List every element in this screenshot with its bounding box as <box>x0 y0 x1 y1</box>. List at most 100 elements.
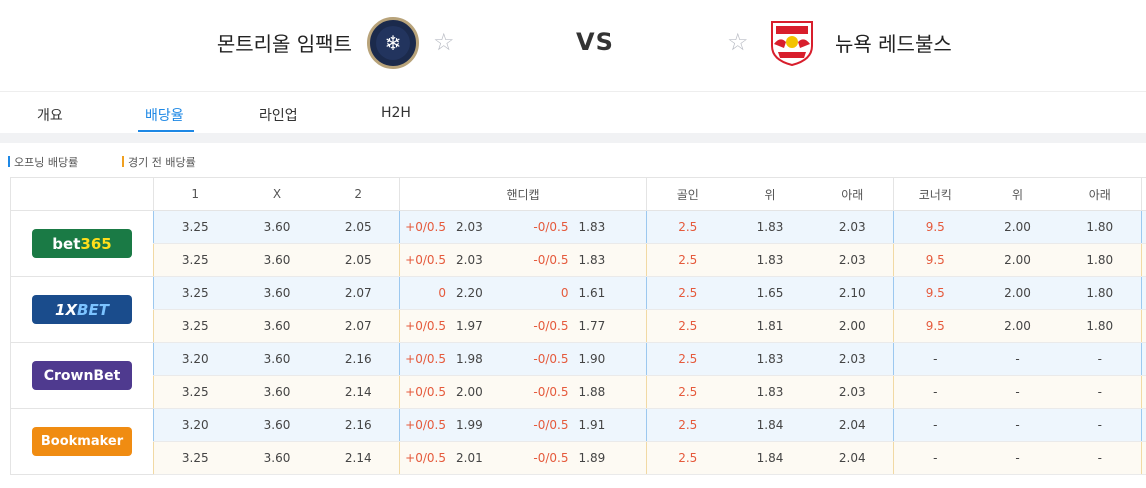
goal-over[interactable]: 1.83 <box>728 210 812 244</box>
handicap-home[interactable]: +0/0.5 2.03 <box>399 210 523 244</box>
bookmaker-logo-bookmaker[interactable]: Bookmaker <box>32 427 132 456</box>
corner-over[interactable]: - <box>976 375 1059 409</box>
goal-over[interactable]: 1.83 <box>728 243 812 277</box>
corner-over[interactable]: 2.00 <box>976 243 1059 277</box>
goal-under[interactable]: 2.03 <box>811 375 894 409</box>
tab-odds[interactable]: 배당율 <box>145 108 184 124</box>
odds-home[interactable]: 3.25 <box>153 309 237 343</box>
bookmaker-logo-crown[interactable]: CrownBet <box>32 361 132 390</box>
snowflake-crest-icon[interactable]: ❄ <box>367 17 419 69</box>
handicap-away[interactable]: -0/0.5 1.90 <box>522 342 647 376</box>
tab-h2h[interactable]: H2H <box>381 105 411 121</box>
odds-draw[interactable]: 3.60 <box>236 243 318 277</box>
odds-draw[interactable]: 3.60 <box>236 375 318 409</box>
away-favorite-star-icon[interactable]: ☆ <box>727 28 749 56</box>
goal-over[interactable]: 1.81 <box>728 309 812 343</box>
corner-under[interactable]: - <box>1058 408 1142 442</box>
handicap-away-odd: 1.90 <box>578 352 606 366</box>
goal-over[interactable]: 1.84 <box>728 408 812 442</box>
odds-home[interactable]: 3.25 <box>153 375 237 409</box>
home-favorite-star-icon[interactable]: ☆ <box>433 28 455 56</box>
odds-home[interactable]: 3.25 <box>153 441 237 475</box>
row-spacer <box>1141 243 1146 277</box>
goal-over[interactable]: 1.65 <box>728 276 812 310</box>
corner-over[interactable]: - <box>976 408 1059 442</box>
legend-pre-match-label: 경기 전 배당률 <box>128 156 196 169</box>
corner-under[interactable]: 1.80 <box>1058 210 1142 244</box>
tab-overview[interactable]: 개요 <box>37 108 63 124</box>
header-corner: 코너킥 <box>893 177 977 211</box>
handicap-home[interactable]: +0/0.5 1.98 <box>399 342 523 376</box>
odds-draw[interactable]: 3.60 <box>236 342 318 376</box>
corner-over[interactable]: 2.00 <box>976 309 1059 343</box>
goal-line: 2.5 <box>646 243 729 277</box>
corner-line: - <box>893 342 977 376</box>
handicap-away[interactable]: 0 1.61 <box>522 276 647 310</box>
handicap-away[interactable]: -0/0.5 1.83 <box>522 210 647 244</box>
handicap-away[interactable]: -0/0.5 1.91 <box>522 408 647 442</box>
odds-draw[interactable]: 3.60 <box>236 210 318 244</box>
handicap-home-odd: 2.20 <box>456 286 483 300</box>
corner-over[interactable]: 2.00 <box>976 210 1059 244</box>
goal-under[interactable]: 2.04 <box>811 408 894 442</box>
corner-over[interactable]: - <box>976 342 1059 376</box>
handicap-home[interactable]: +0/0.5 1.99 <box>399 408 523 442</box>
odds-away[interactable]: 2.07 <box>317 309 400 343</box>
odds-away[interactable]: 2.14 <box>317 441 400 475</box>
goal-under[interactable]: 2.03 <box>811 342 894 376</box>
handicap-home[interactable]: +0/0.5 1.97 <box>399 309 523 343</box>
bookmaker-logo-bet365[interactable]: bet 365 <box>32 229 132 258</box>
goal-over[interactable]: 1.83 <box>728 342 812 376</box>
odds-draw[interactable]: 3.60 <box>236 309 318 343</box>
corner-line: - <box>893 441 977 475</box>
odds-draw[interactable]: 3.60 <box>236 441 318 475</box>
handicap-away[interactable]: -0/0.5 1.89 <box>522 441 647 475</box>
odds-away[interactable]: 2.05 <box>317 210 400 244</box>
corner-under[interactable]: - <box>1058 375 1142 409</box>
corner-over[interactable]: 2.00 <box>976 276 1059 310</box>
handicap-away-odd: 1.83 <box>578 253 606 267</box>
handicap-away[interactable]: -0/0.5 1.83 <box>522 243 647 277</box>
handicap-away[interactable]: -0/0.5 1.77 <box>522 309 647 343</box>
handicap-home[interactable]: +0/0.5 2.00 <box>399 375 523 409</box>
odds-home[interactable]: 3.25 <box>153 210 237 244</box>
odds-home[interactable]: 3.20 <box>153 408 237 442</box>
handicap-away[interactable]: -0/0.5 1.88 <box>522 375 647 409</box>
handicap-home[interactable]: +0/0.5 2.01 <box>399 441 523 475</box>
bookmaker-logo-part: CrownBet <box>43 367 121 384</box>
goal-under[interactable]: 2.03 <box>811 243 894 277</box>
corner-under[interactable]: - <box>1058 441 1142 475</box>
away-team-name[interactable]: 뉴욕 레드불스 <box>835 32 952 56</box>
corner-over[interactable]: - <box>976 441 1059 475</box>
odds-home[interactable]: 3.25 <box>153 243 237 277</box>
home-team-name[interactable]: 몬트리올 임팩트 <box>216 32 352 56</box>
odds-away[interactable]: 2.07 <box>317 276 400 310</box>
tab-lineup[interactable]: 라인업 <box>259 108 298 124</box>
handicap-home[interactable]: +0/0.5 2.03 <box>399 243 523 277</box>
handicap-home[interactable]: 0 2.20 <box>399 276 523 310</box>
handicap-home-line: +0/0.5 <box>405 352 446 366</box>
bookmaker-logo-xbet[interactable]: 1X BET <box>32 295 132 324</box>
goal-over[interactable]: 1.84 <box>728 441 812 475</box>
corner-under[interactable]: 1.80 <box>1058 243 1142 277</box>
odds-away[interactable]: 2.05 <box>317 243 400 277</box>
corner-under[interactable]: 1.80 <box>1058 276 1142 310</box>
header-corner-over: 위 <box>976 177 1059 211</box>
goal-under[interactable]: 2.00 <box>811 309 894 343</box>
odds-home[interactable]: 3.20 <box>153 342 237 376</box>
odds-draw[interactable]: 3.60 <box>236 408 318 442</box>
goal-under[interactable]: 2.04 <box>811 441 894 475</box>
odds-away[interactable]: 2.14 <box>317 375 400 409</box>
odds-away[interactable]: 2.16 <box>317 342 400 376</box>
goal-under[interactable]: 2.10 <box>811 276 894 310</box>
odds-away[interactable]: 2.16 <box>317 408 400 442</box>
odds-home[interactable]: 3.25 <box>153 276 237 310</box>
red-bull-crest-icon[interactable] <box>766 18 818 66</box>
corner-under[interactable]: - <box>1058 342 1142 376</box>
goal-over[interactable]: 1.83 <box>728 375 812 409</box>
bookmaker-column-header <box>10 177 154 211</box>
odds-draw[interactable]: 3.60 <box>236 276 318 310</box>
goal-under[interactable]: 2.03 <box>811 210 894 244</box>
pre-match-odds-row: 3.25 3.60 2.05 +0/0.5 2.03 -0/0.5 1.83 2.5 1.83 2… <box>11 243 1146 277</box>
corner-under[interactable]: 1.80 <box>1058 309 1142 343</box>
